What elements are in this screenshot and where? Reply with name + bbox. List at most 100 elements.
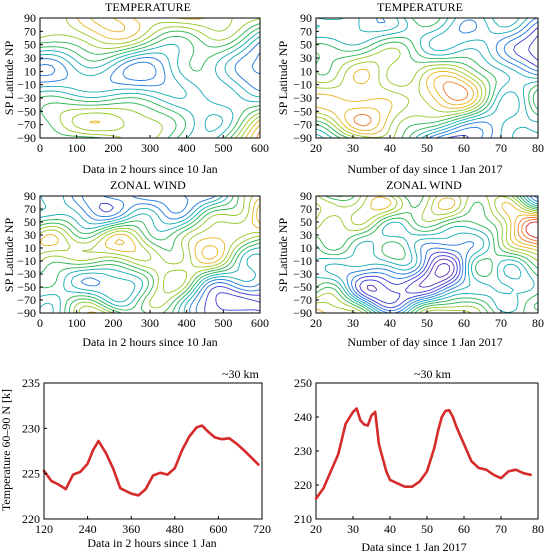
y-tick-label: −30 <box>17 91 36 105</box>
y-tick-label: −10 <box>293 78 312 92</box>
contour-isoline <box>315 41 539 139</box>
contour-isoline <box>351 195 539 312</box>
x-axis-label: Data since 1 Jan 2017 <box>361 540 466 554</box>
contour-isoline <box>434 263 451 278</box>
y-axis-label: Temperature 60–90 N [k] <box>0 389 13 511</box>
y-tick-label: −70 <box>293 118 312 132</box>
y-tick-label: 240 <box>294 410 312 424</box>
panel-temperature-hourly: TEMPERATURE 0 100 200 300 400 500 600 −90−70−5… <box>2 0 269 176</box>
x-tick-label: 60 <box>458 141 470 155</box>
y-tick-label: 230 <box>294 444 312 458</box>
contour-isoline <box>215 292 261 312</box>
x-tick-labels: 20 30 40 50 60 70 80 <box>310 310 544 330</box>
contour-isoline <box>315 17 539 139</box>
plot-frame <box>315 382 539 520</box>
x-axis-label: Data in 2 hours since 10 Jan <box>82 335 217 349</box>
contour-isoline <box>346 195 539 314</box>
x-tick-labels: 0 100 200 300 400 500 600 <box>37 135 269 155</box>
contour-isoline <box>354 251 461 309</box>
y-tick-label: 30 <box>24 228 36 242</box>
series-line-temperature <box>314 407 532 500</box>
x-tick-label: 300 <box>141 141 159 155</box>
x-tick-label: 500 <box>214 141 232 155</box>
y-tick-label: −90 <box>293 131 312 145</box>
x-tick-label: 80 <box>532 522 544 536</box>
y-tick-label: 50 <box>24 215 36 229</box>
x-tick-label: 50 <box>421 522 433 536</box>
y-tick-label: 220 <box>294 478 312 492</box>
contour-isoline <box>39 195 261 314</box>
contour-isoline <box>525 221 539 239</box>
y-tick-label: −30 <box>293 91 312 105</box>
y-tick-labels: 220 225 230 235 <box>22 376 47 526</box>
x-tick-label: 200 <box>104 316 122 330</box>
contour-isoline <box>315 61 483 138</box>
x-tick-label: 120 <box>35 522 53 536</box>
x-tick-label: 480 <box>166 522 184 536</box>
y-tick-label: −30 <box>293 267 312 281</box>
contour-isoline <box>324 195 539 314</box>
plot-frame <box>315 195 539 314</box>
contour-isoline <box>39 195 261 314</box>
y-tick-label: 220 <box>22 512 40 526</box>
x-tick-label: 720 <box>253 522 271 536</box>
y-axis-label: SP Latitude NP <box>2 218 16 293</box>
contour-isoline <box>315 195 539 314</box>
y-tick-label: −70 <box>293 293 312 307</box>
x-tick-label: 40 <box>384 316 396 330</box>
contour-isoline <box>315 68 479 135</box>
contour-isoline <box>353 81 469 127</box>
x-tick-label: 400 <box>178 141 196 155</box>
x-tick-labels: 0 100 200 300 400 500 600 <box>37 310 269 330</box>
y-tick-label: −90 <box>17 131 36 145</box>
contour-isoline <box>39 35 261 132</box>
x-tick-label: 20 <box>310 141 322 155</box>
contour-isoline <box>513 214 539 248</box>
y-tick-label: −70 <box>17 293 36 307</box>
y-axis-label: SP Latitude NP <box>276 218 290 293</box>
contour-isoline <box>517 217 539 245</box>
y-tick-label: −70 <box>17 118 36 132</box>
contour-isoline <box>315 17 539 139</box>
contour-field <box>315 195 539 314</box>
panel-zonal-wind-daily: ZONAL WIND 20 30 40 50 60 70 80 −90−70−50−30−1… <box>276 178 544 349</box>
panel-title: ZONAL WIND <box>386 178 462 192</box>
contour-isoline <box>39 18 261 139</box>
contour-isoline <box>39 195 261 314</box>
y-tick-label: 90 <box>300 11 312 25</box>
y-tick-label: 30 <box>300 228 312 242</box>
x-tick-label: 50 <box>421 141 433 155</box>
contour-field <box>315 17 539 139</box>
contour-isoline <box>359 255 458 304</box>
x-tick-label: 360 <box>122 522 140 536</box>
y-tick-label: 90 <box>24 189 36 203</box>
y-tick-label: 10 <box>24 64 36 78</box>
contour-isoline <box>65 17 261 139</box>
y-tick-label: 50 <box>300 38 312 52</box>
contour-isoline <box>39 195 261 314</box>
x-tick-label: 30 <box>347 316 359 330</box>
contour-isoline <box>39 27 261 139</box>
x-axis-label: Number of day since 1 Jan 2017 <box>347 335 502 349</box>
contour-isoline <box>39 198 261 314</box>
x-tick-label: 80 <box>532 141 544 155</box>
panel-title: TEMPERATURE <box>377 0 463 14</box>
y-tick-label: 225 <box>22 467 40 481</box>
annotation-altitude: ~30 km <box>222 367 259 381</box>
y-tick-label: 30 <box>300 51 312 65</box>
y-tick-label: 50 <box>300 215 312 229</box>
contour-isoline <box>256 130 261 139</box>
y-tick-label: 70 <box>300 24 312 38</box>
x-tick-label: 400 <box>178 316 196 330</box>
x-tick-label: 240 <box>79 522 97 536</box>
x-tick-label: 30 <box>347 522 359 536</box>
y-tick-label: 230 <box>22 421 40 435</box>
y-tick-label: −10 <box>17 78 36 92</box>
x-tick-label: 70 <box>495 522 507 536</box>
x-tick-label: 100 <box>68 141 86 155</box>
y-tick-label: −50 <box>293 280 312 294</box>
contour-isoline <box>315 17 539 139</box>
contour-isoline <box>39 195 261 314</box>
